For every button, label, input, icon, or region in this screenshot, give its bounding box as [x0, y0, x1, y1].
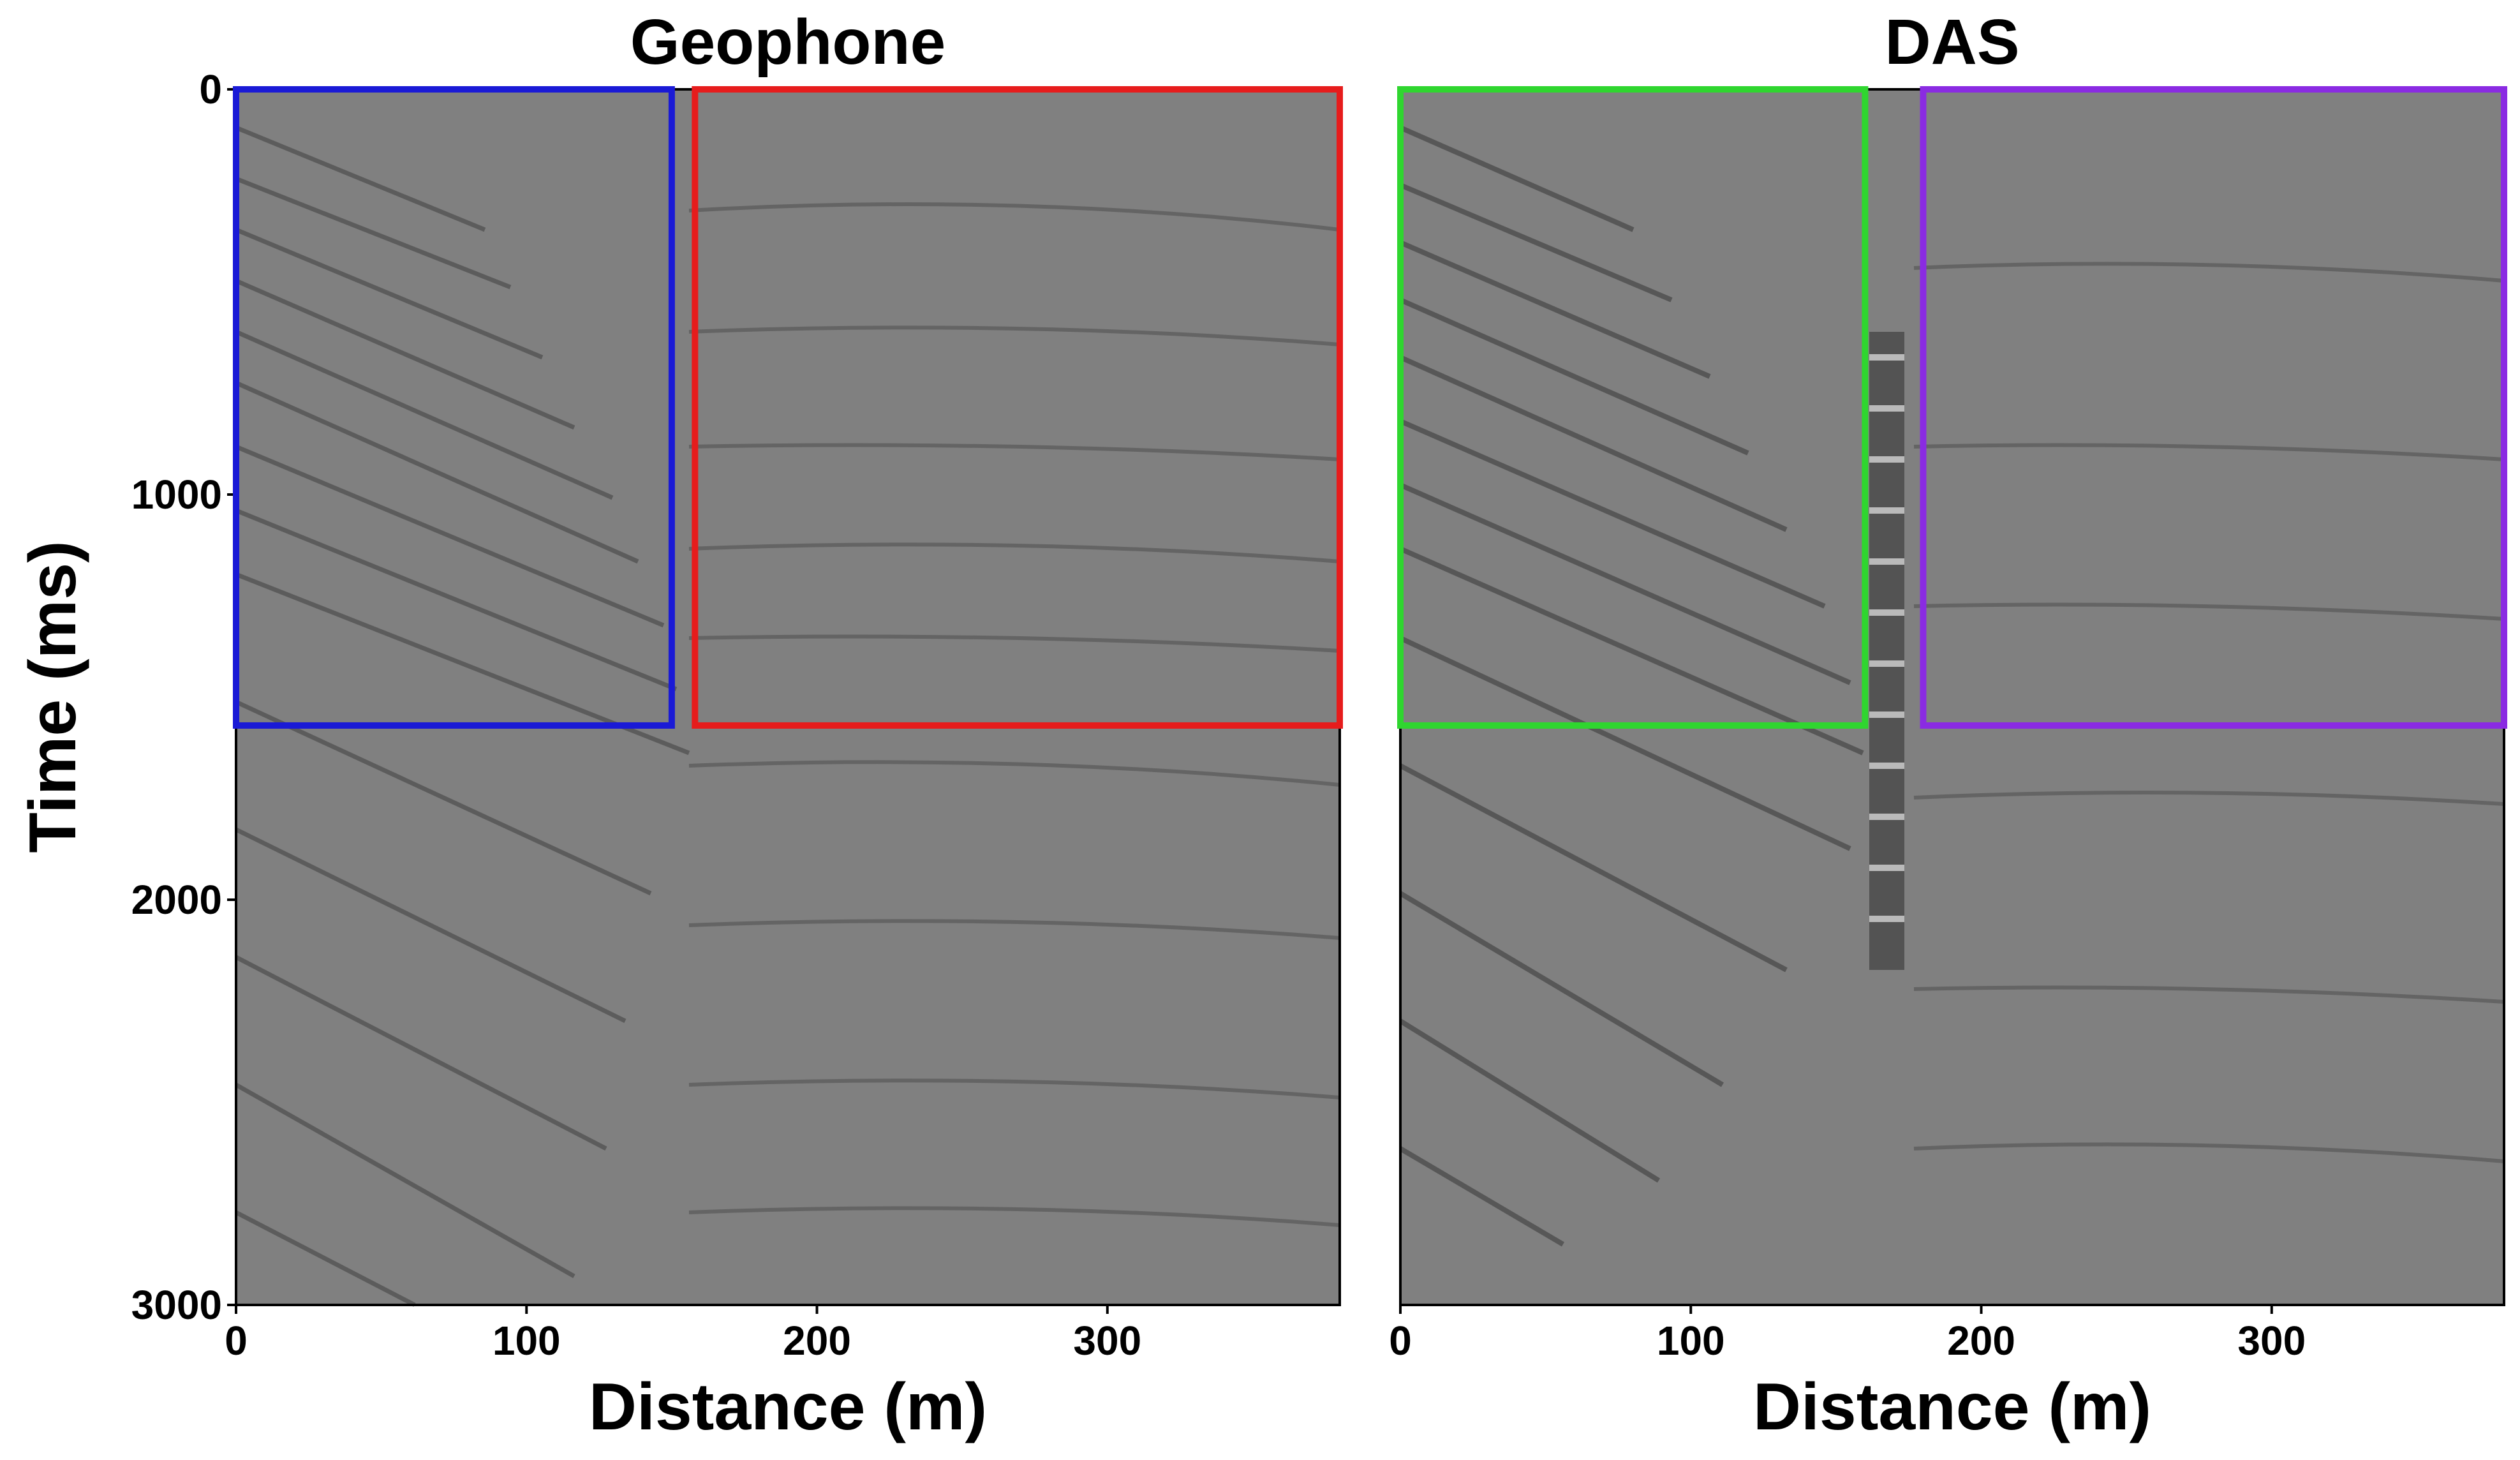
highlight-box — [1397, 86, 1869, 729]
moveout-events — [235, 125, 690, 1307]
x-axis-label: Distance (m) — [1753, 1370, 2151, 1444]
geophone-panel: Geophone 0 100 200 300 0 1000 2000 3000 Distan… — [16, 6, 1343, 1444]
x-tick-label: 0 — [1389, 1318, 1412, 1364]
y-tick-label: 2000 — [131, 877, 222, 923]
x-tick-label: 100 — [1657, 1318, 1725, 1364]
y-ticks: 0 1000 2000 3000 — [131, 66, 236, 1328]
x-tick-label: 100 — [493, 1318, 561, 1364]
x-ticks: 0 100 200 300 — [1389, 1305, 2306, 1364]
highlight-box — [692, 86, 1343, 729]
y-tick-label: 0 — [199, 66, 222, 112]
x-tick-label: 200 — [1947, 1318, 2015, 1364]
seismic-image — [236, 89, 1340, 1305]
x-axis-label: Distance (m) — [589, 1370, 987, 1444]
y-tick-label: 3000 — [131, 1282, 222, 1328]
das-panel: DAS 0 100 200 300 Distance (m) — [1389, 6, 2507, 1444]
highlight-boxes — [233, 86, 1343, 729]
chart-title: DAS — [1885, 6, 2019, 78]
x-tick-label: 300 — [2237, 1318, 2306, 1364]
highlight-boxes — [1397, 86, 2507, 729]
chart-title: Geophone — [630, 6, 945, 78]
seismic-image — [1400, 89, 2504, 1305]
x-tick-label: 200 — [783, 1318, 851, 1364]
moveout-events — [1398, 125, 1864, 1247]
y-axis-label: Time (ms) — [16, 540, 90, 853]
horizontal-reflections — [1913, 262, 2505, 1163]
x-ticks: 0 100 200 300 — [225, 1305, 1141, 1364]
noisy-trace-bands — [1869, 354, 1904, 922]
y-tick-label: 1000 — [131, 472, 222, 518]
horizontal-reflections — [688, 202, 1340, 1227]
x-tick-label: 300 — [1073, 1318, 1141, 1364]
noisy-trace-strip — [1869, 332, 1904, 970]
x-tick-label: 0 — [225, 1318, 248, 1364]
highlight-box — [1920, 86, 2507, 729]
highlight-box — [233, 86, 675, 729]
